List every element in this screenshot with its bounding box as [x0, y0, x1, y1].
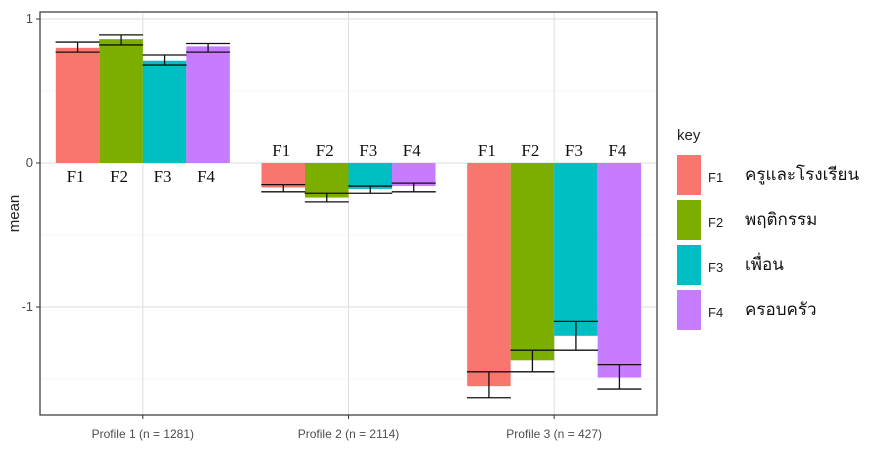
- y-tick-label: 0: [26, 155, 33, 170]
- legend-title: key: [677, 127, 701, 144]
- bar-label-f3: F3: [154, 167, 172, 186]
- bars: [55, 39, 642, 387]
- bar-f1-profile-2: [261, 163, 305, 188]
- y-axis-ticks: 1 0 -1: [21, 11, 40, 314]
- bar-f2-profile-3: [510, 163, 555, 361]
- bar-f1-profile-1: [55, 47, 100, 163]
- bar-label-f1: F1: [478, 141, 496, 160]
- bar-label-f1: F1: [272, 141, 290, 160]
- legend-swatch-f2: [677, 200, 701, 240]
- bar-label-f4: F4: [608, 141, 626, 160]
- bar-f4-profile-1: [186, 46, 230, 163]
- y-axis-label: mean: [6, 195, 23, 233]
- x-tick-label: Profile 1 (n = 1281): [92, 427, 194, 441]
- bar-f3-profile-1: [142, 60, 187, 164]
- error-bars: [55, 34, 642, 399]
- y-tick-label: 1: [26, 11, 33, 26]
- x-tick-label: Profile 3 (n = 427): [506, 427, 602, 441]
- legend-key-f3: F3: [708, 260, 723, 275]
- x-tick-label: Profile 2 (n = 2114): [298, 427, 400, 441]
- bar-f4-profile-3: [597, 163, 642, 378]
- bar-f2-profile-1: [99, 39, 143, 163]
- legend-description-f3: เพื่อน: [745, 252, 784, 275]
- bar-f3-profile-3: [554, 163, 598, 336]
- bar-label-f4: F4: [403, 141, 421, 160]
- bar-label-f1: F1: [67, 167, 85, 186]
- bar-f4-profile-2: [392, 163, 436, 187]
- bar-f2-profile-2: [305, 163, 349, 198]
- x-axis-ticks: Profile 1 (n = 1281) Profile 2 (n = 2114)…: [92, 415, 602, 441]
- legend-swatch-f3: [677, 245, 701, 285]
- bar-label-f2: F2: [521, 141, 539, 160]
- legend-swatch-f4: [677, 290, 701, 330]
- legend-description-f2: พฤติกรรม: [745, 210, 817, 230]
- bar-label-f3: F3: [565, 141, 583, 160]
- legend-key-f2: F2: [708, 215, 723, 230]
- legend: key F1 ครูและโรงเรียน F2 พฤติกรรม F3 เพื่อน F4…: [677, 127, 859, 330]
- bar-labels: F1 F2 F3 F4 F1 F2 F3 F4 F1 F2 F3 F4: [67, 141, 627, 186]
- bar-label-f4: F4: [197, 167, 215, 186]
- legend-key-f4: F4: [708, 305, 723, 320]
- bar-label-f2: F2: [316, 141, 334, 160]
- legend-description-f4: ครอบครัว: [745, 300, 817, 320]
- bar-label-f2: F2: [110, 167, 128, 186]
- legend-description-f1: ครูและโรงเรียน: [745, 164, 859, 185]
- bar-f1-profile-3: [467, 163, 511, 387]
- legend-swatch-f1: [677, 155, 701, 195]
- legend-key-f1: F1: [708, 170, 723, 185]
- y-tick-label: -1: [21, 299, 33, 314]
- bar-f3-profile-2: [348, 163, 392, 189]
- bar-label-f3: F3: [359, 141, 377, 160]
